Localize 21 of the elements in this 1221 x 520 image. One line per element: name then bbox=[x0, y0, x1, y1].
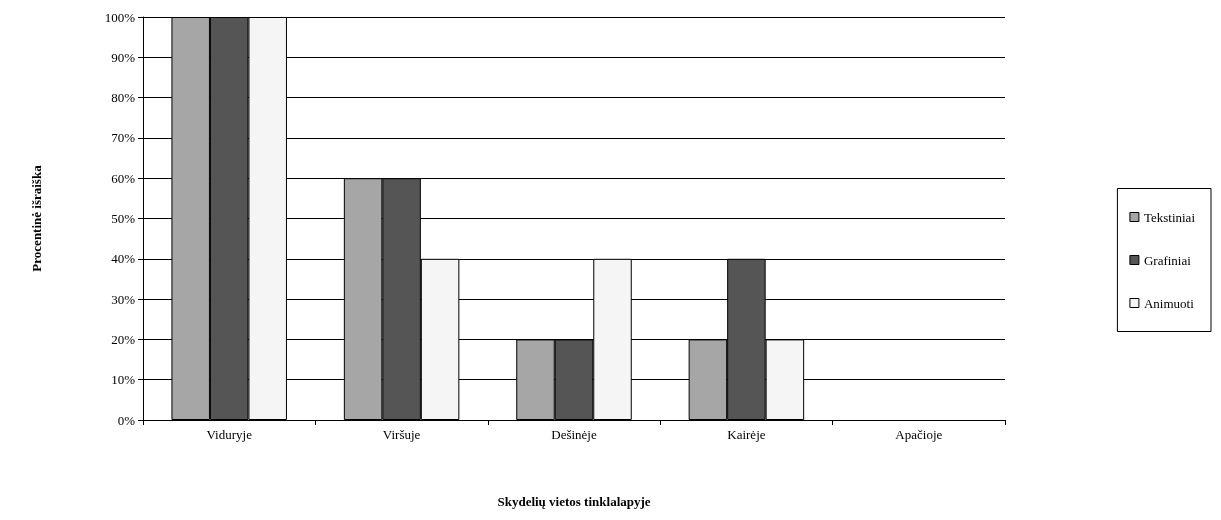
x-tick-label: Apačioje bbox=[895, 427, 943, 442]
y-tick-label: 70% bbox=[111, 130, 136, 146]
x-axis-title: Skydelių vietos tinklalapyje bbox=[497, 494, 651, 509]
legend-label: Tekstiniai bbox=[1143, 209, 1196, 225]
y-tick-label: 40% bbox=[111, 251, 136, 267]
y-tick-label: 0% bbox=[117, 412, 136, 428]
x-tick-label: Kairėje bbox=[727, 427, 766, 442]
y-tick-label: 90% bbox=[111, 49, 136, 65]
y-tick-label: 50% bbox=[111, 211, 136, 226]
y-tick-label: 60% bbox=[111, 170, 136, 186]
y-tick-label: 10% bbox=[111, 372, 136, 388]
x-tick-label: Viduryje bbox=[206, 427, 253, 442]
x-tick-label: Dešinėje bbox=[551, 427, 597, 442]
y-tick-label: 30% bbox=[111, 291, 136, 307]
legend-label: Grafiniai bbox=[1143, 252, 1192, 268]
legend-label: Animuoti bbox=[1143, 295, 1195, 311]
y-tick-label: 20% bbox=[111, 331, 136, 347]
y-tick-label: 80% bbox=[111, 90, 136, 106]
y-axis-title: Procentinė išraiška bbox=[29, 164, 44, 272]
y-tick-label: 100% bbox=[104, 9, 136, 25]
x-tick-label: Viršuje bbox=[382, 427, 421, 442]
